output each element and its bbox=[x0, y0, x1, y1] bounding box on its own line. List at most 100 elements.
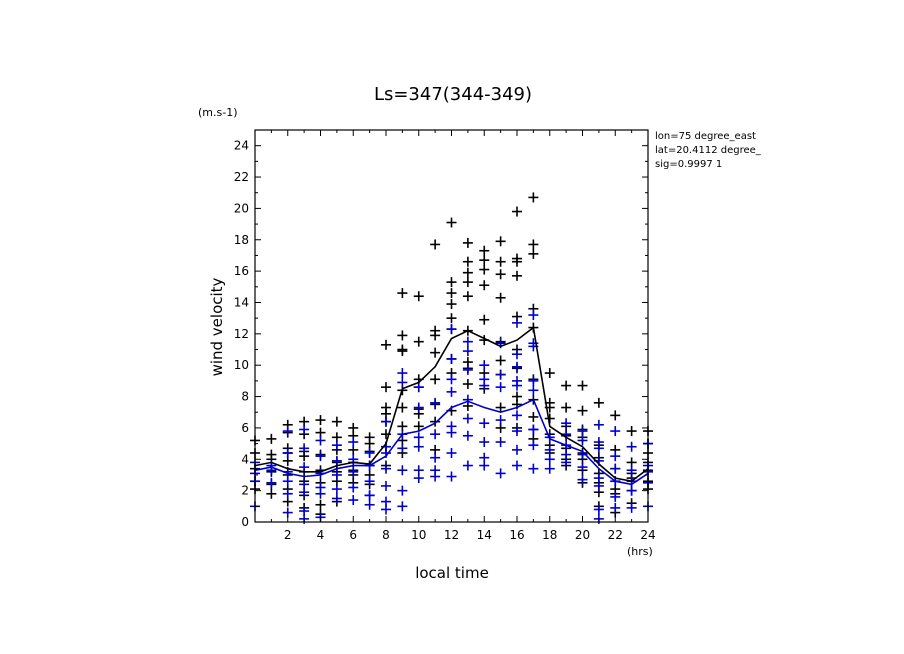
data-point bbox=[512, 317, 522, 328]
y-tick-label: 12 bbox=[234, 327, 249, 341]
data-point bbox=[381, 382, 391, 393]
data-point bbox=[561, 457, 572, 468]
y-tick-label: 8 bbox=[241, 390, 249, 404]
data-point bbox=[282, 448, 293, 459]
data-point bbox=[462, 394, 473, 405]
data-point bbox=[331, 455, 342, 466]
data-point bbox=[577, 462, 588, 473]
y-tick-label: 2 bbox=[241, 484, 249, 498]
data-point bbox=[446, 448, 457, 459]
data-point bbox=[446, 277, 457, 288]
data-point bbox=[430, 397, 441, 408]
data-point bbox=[512, 270, 522, 281]
y-tick-label: 14 bbox=[234, 295, 249, 309]
y-tick-label: 18 bbox=[234, 233, 249, 247]
x-tick-label: 10 bbox=[411, 528, 426, 542]
y-tick-label: 22 bbox=[234, 170, 249, 184]
data-point bbox=[315, 415, 326, 426]
data-point bbox=[446, 374, 457, 385]
data-point bbox=[397, 501, 408, 512]
x-tick-label: 22 bbox=[608, 528, 623, 542]
data-point bbox=[495, 292, 506, 303]
data-point bbox=[479, 360, 490, 371]
data-point bbox=[413, 473, 424, 484]
annotation-lon: lon=75 degree_east bbox=[655, 131, 756, 142]
data-point bbox=[528, 375, 539, 386]
data-point bbox=[397, 368, 408, 379]
x-tick-label: 12 bbox=[444, 528, 459, 542]
data-point bbox=[462, 277, 473, 288]
data-point bbox=[299, 443, 310, 454]
data-point bbox=[528, 248, 539, 259]
data-point bbox=[544, 368, 555, 379]
data-point bbox=[413, 432, 424, 443]
x-tick-label: 14 bbox=[477, 528, 492, 542]
data-point bbox=[430, 374, 441, 385]
data-point bbox=[381, 463, 391, 474]
data-point bbox=[430, 471, 441, 482]
data-point bbox=[512, 361, 522, 372]
data-point bbox=[430, 429, 441, 440]
data-point bbox=[610, 426, 621, 437]
data-point bbox=[561, 418, 572, 429]
data-point bbox=[479, 245, 490, 256]
data-point bbox=[512, 380, 522, 391]
data-point bbox=[462, 336, 473, 347]
data-point bbox=[331, 440, 342, 451]
data-point bbox=[299, 424, 310, 435]
data-point bbox=[266, 433, 277, 444]
y-tick-label: 24 bbox=[234, 139, 249, 153]
data-point bbox=[528, 463, 539, 474]
annotation-sig: sig=0.9997 1 bbox=[655, 159, 722, 170]
data-point bbox=[381, 504, 391, 515]
data-point bbox=[528, 411, 539, 422]
data-point bbox=[381, 416, 391, 427]
data-point bbox=[561, 402, 572, 413]
data-point bbox=[626, 485, 637, 496]
y-tick-label: 20 bbox=[234, 201, 249, 215]
data-point bbox=[413, 402, 424, 413]
data-point bbox=[299, 487, 310, 498]
data-point bbox=[446, 299, 457, 310]
data-point bbox=[462, 364, 473, 375]
y-unit-label: (m.s-1) bbox=[198, 106, 238, 119]
data-point bbox=[462, 379, 473, 390]
x-tick-label: 20 bbox=[575, 528, 590, 542]
data-point bbox=[495, 256, 506, 267]
data-point bbox=[495, 236, 506, 247]
data-point bbox=[462, 430, 473, 441]
data-point bbox=[577, 426, 588, 437]
data-point bbox=[446, 471, 457, 482]
data-point bbox=[430, 347, 441, 358]
data-point bbox=[315, 451, 326, 462]
data-point bbox=[479, 314, 490, 325]
x-unit-label: (hrs) bbox=[627, 545, 653, 558]
y-tick-label: 4 bbox=[241, 452, 249, 466]
data-point bbox=[528, 310, 539, 321]
data-point bbox=[413, 291, 424, 302]
data-point bbox=[528, 192, 539, 203]
data-point bbox=[282, 488, 293, 499]
data-point bbox=[495, 369, 506, 380]
data-point bbox=[381, 339, 391, 350]
data-point bbox=[331, 493, 342, 504]
mean-line-2 bbox=[254, 326, 649, 483]
data-point bbox=[462, 413, 473, 424]
data-point bbox=[364, 476, 375, 487]
data-point bbox=[512, 206, 522, 217]
data-point bbox=[512, 410, 522, 421]
x-tick-label: 16 bbox=[509, 528, 524, 542]
data-point bbox=[577, 405, 588, 416]
data-point bbox=[397, 346, 408, 357]
x-tick-label: 18 bbox=[542, 528, 557, 542]
data-point bbox=[610, 410, 621, 421]
data-point bbox=[512, 349, 522, 360]
x-tick-label: 8 bbox=[382, 528, 390, 542]
data-point bbox=[413, 336, 424, 347]
annotation-lat: lat=20.4112 degree_ bbox=[655, 145, 762, 156]
data-point bbox=[528, 385, 539, 396]
data-point bbox=[593, 480, 604, 491]
data-point bbox=[479, 437, 490, 448]
data-point bbox=[495, 415, 506, 426]
